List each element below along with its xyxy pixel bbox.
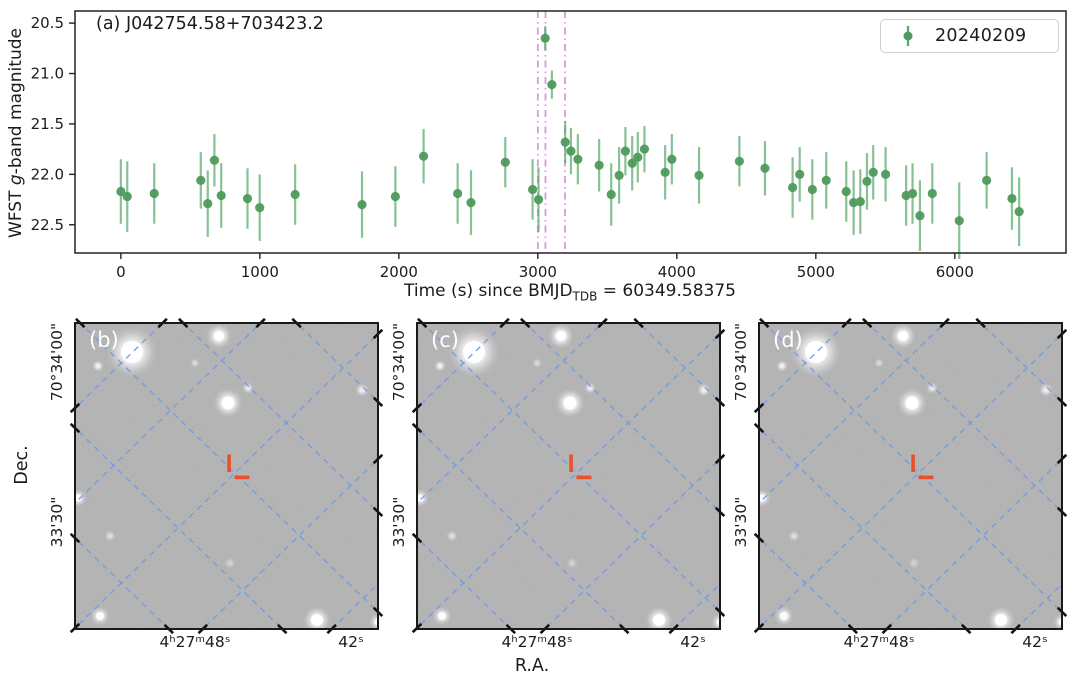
dec-tick-b-2: 33'30" xyxy=(48,496,66,548)
svg-text:22.5: 22.5 xyxy=(31,216,64,234)
cutout-label-d: (d) xyxy=(773,328,803,352)
data-points xyxy=(116,33,1024,226)
svg-text:22.0: 22.0 xyxy=(31,165,64,183)
svg-text:3000: 3000 xyxy=(519,263,557,281)
svg-text:20.5: 20.5 xyxy=(31,14,64,32)
axis-tick-labels: 0 1000 2000 3000 4000 5000 6000 20.5 21.0 21.5 22.… xyxy=(31,14,974,281)
dec-tick-c-2: 33'30" xyxy=(390,496,408,548)
target-crosshair xyxy=(569,454,592,480)
error-bars xyxy=(119,26,1021,260)
svg-text:0: 0 xyxy=(116,263,126,281)
cutout-panel-c: (c) xyxy=(411,317,726,635)
x-axis-label-post: = 60349.58375 xyxy=(597,281,736,301)
cutout-border xyxy=(758,322,1063,630)
x-axis-label-pre: Time (s) since BMJD xyxy=(404,281,573,301)
dec-axis-label: Dec. xyxy=(12,445,32,485)
ra-tick-b-1: 4ʰ27ᵐ48ˢ xyxy=(159,633,231,651)
ra-axis-label: R.A. xyxy=(514,656,550,676)
ra-tick-b-2: 42ˢ xyxy=(338,633,364,651)
svg-text:1000: 1000 xyxy=(241,263,279,281)
dec-tick-d-2: 33'30" xyxy=(732,496,750,548)
light-curve-canvas: 0 1000 2000 3000 4000 5000 6000 20.5 21.0 21.5 22.… xyxy=(31,10,1067,281)
plot-border xyxy=(74,10,1067,254)
svg-text:5000: 5000 xyxy=(797,263,835,281)
cutout-border xyxy=(416,322,721,630)
y-axis-label-band: g xyxy=(6,174,26,186)
legend: 20240209 xyxy=(880,19,1059,53)
x-axis-label: Time (s) since BMJDTDB = 60349.58375 xyxy=(0,281,1080,303)
target-crosshair xyxy=(911,454,934,480)
svg-text:6000: 6000 xyxy=(936,263,974,281)
y-axis-label-pre: WFST xyxy=(6,185,26,238)
flare-marker-vlines xyxy=(536,11,566,253)
cutout-image-c xyxy=(411,317,726,635)
cutout-label-c: (c) xyxy=(431,328,459,352)
cutout-image-d xyxy=(753,317,1068,635)
ra-tick-d-2: 42ˢ xyxy=(1022,633,1048,651)
cutout-image-b xyxy=(69,317,384,635)
wcs-grid xyxy=(759,323,1062,629)
svg-text:21.0: 21.0 xyxy=(31,65,64,83)
legend-marker-icon xyxy=(903,26,913,46)
dec-tick-b-1: 70°34'00" xyxy=(48,322,66,402)
ra-tick-c-2: 42ˢ xyxy=(680,633,706,651)
cutout-border xyxy=(74,322,379,630)
svg-text:21.5: 21.5 xyxy=(31,115,64,133)
cutout-panel-d: (d) xyxy=(753,317,1068,635)
svg-text:4000: 4000 xyxy=(658,263,696,281)
target-crosshair xyxy=(227,454,250,480)
legend-label: 20240209 xyxy=(935,26,1027,46)
cutout-panel-b: (b) xyxy=(69,317,384,635)
cutout-label-b: (b) xyxy=(89,328,119,352)
wcs-grid xyxy=(75,323,378,629)
axis-ticks xyxy=(69,22,956,259)
dec-tick-d-1: 70°34'00" xyxy=(732,322,750,402)
dec-tick-c-1: 70°34'00" xyxy=(390,322,408,402)
x-axis-label-sub: TDB xyxy=(572,289,598,304)
panel-a-title: (a) J042754.58+703423.2 xyxy=(96,14,324,34)
svg-text:2000: 2000 xyxy=(380,263,418,281)
ra-tick-d-1: 4ʰ27ᵐ48ˢ xyxy=(843,633,915,651)
wcs-grid xyxy=(417,323,720,629)
y-axis-label: WFST g-band magnitude xyxy=(6,28,26,238)
ra-tick-c-1: 4ʰ27ᵐ48ˢ xyxy=(501,633,573,651)
y-axis-label-post: -band magnitude xyxy=(6,28,26,175)
